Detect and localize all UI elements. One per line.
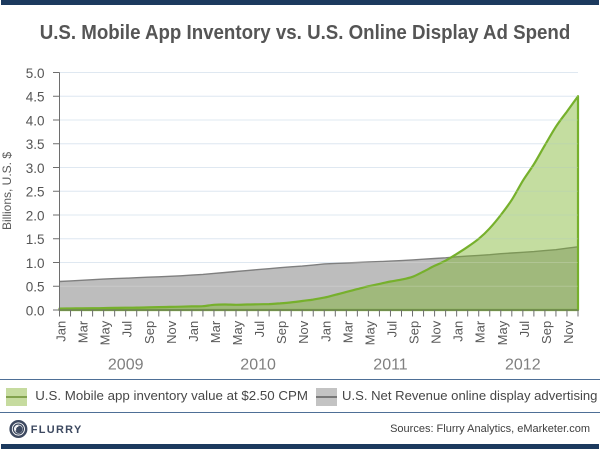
svg-text:Nov: Nov <box>561 320 576 344</box>
svg-text:Sep: Sep <box>539 321 554 344</box>
svg-text:2.5: 2.5 <box>26 185 45 200</box>
svg-text:0.5: 0.5 <box>26 280 45 295</box>
svg-text:2012: 2012 <box>505 357 541 374</box>
svg-text:Jan: Jan <box>186 321 201 342</box>
svg-text:FLURRY: FLURRY <box>31 424 83 436</box>
svg-text:Nov: Nov <box>429 320 444 344</box>
svg-text:4.5: 4.5 <box>26 90 45 105</box>
svg-text:2009: 2009 <box>108 357 144 374</box>
svg-text:2.0: 2.0 <box>26 208 45 223</box>
svg-text:2010: 2010 <box>240 357 276 374</box>
svg-text:Mar: Mar <box>208 320 223 343</box>
svg-text:Mar: Mar <box>340 320 355 343</box>
svg-text:May: May <box>98 320 113 345</box>
svg-text:May: May <box>362 320 377 345</box>
svg-text:1.0: 1.0 <box>26 256 45 271</box>
svg-text:Jan: Jan <box>451 321 466 342</box>
svg-text:Jan: Jan <box>318 321 333 342</box>
svg-text:Nov: Nov <box>296 320 311 344</box>
svg-text:Jan: Jan <box>54 321 69 342</box>
svg-text:Sep: Sep <box>142 321 157 344</box>
svg-text:3.5: 3.5 <box>26 137 45 152</box>
svg-text:May: May <box>495 320 510 345</box>
svg-text:Jul: Jul <box>252 321 267 338</box>
svg-text:Jul: Jul <box>120 321 135 338</box>
svg-text:Billions, U.S. $: Billions, U.S. $ <box>0 152 14 230</box>
svg-text:Mar: Mar <box>473 320 488 343</box>
svg-text:May: May <box>230 320 245 345</box>
svg-text:1.5: 1.5 <box>26 232 45 247</box>
svg-text:0.0: 0.0 <box>26 303 45 318</box>
svg-text:2011: 2011 <box>373 357 408 374</box>
svg-text:Nov: Nov <box>164 320 179 344</box>
svg-text:Sep: Sep <box>274 321 289 344</box>
svg-text:Mar: Mar <box>76 320 91 343</box>
svg-text:4.0: 4.0 <box>26 113 45 128</box>
svg-text:Sep: Sep <box>407 321 422 344</box>
svg-text:Jul: Jul <box>385 321 400 338</box>
svg-text:5.0: 5.0 <box>26 66 45 81</box>
svg-text:Jul: Jul <box>517 321 532 338</box>
svg-text:3.0: 3.0 <box>26 161 45 176</box>
